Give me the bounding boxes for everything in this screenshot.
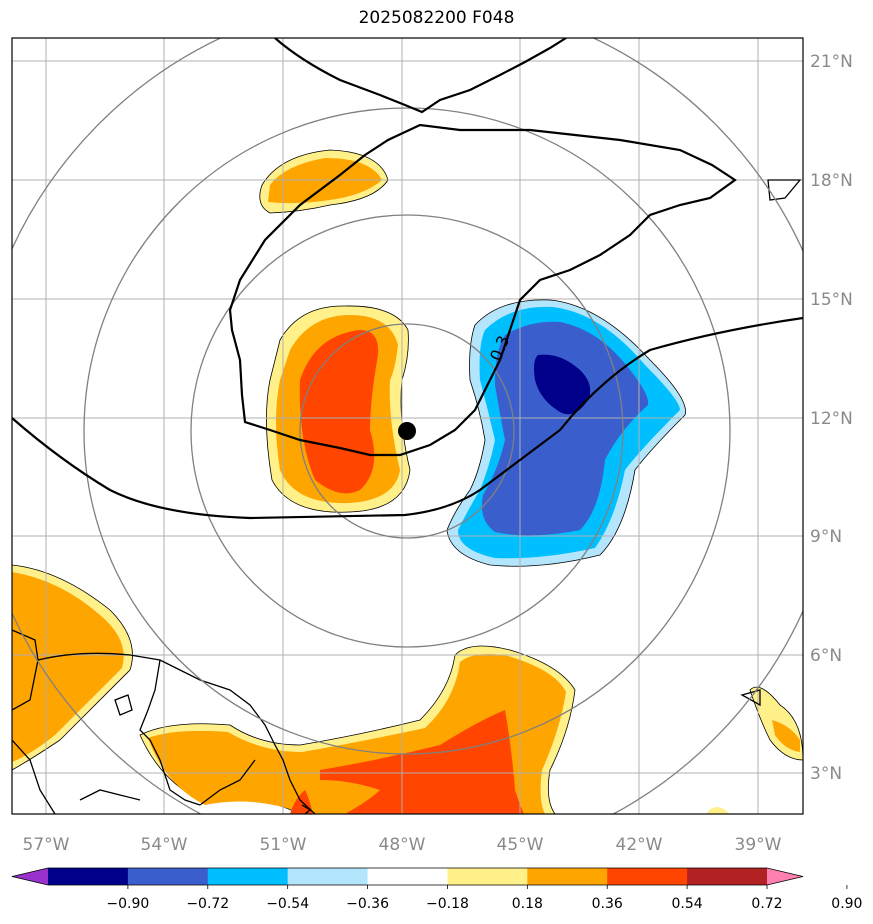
colorbar-tick-label: 0.72	[751, 896, 782, 912]
colorbar-segment	[367, 868, 448, 885]
lat-label: 6°N	[810, 646, 842, 666]
colorbar-segment	[607, 868, 688, 885]
map-title: 2025082200 F048	[358, 8, 515, 28]
lat-label: 3°N	[810, 764, 842, 784]
lon-label: 48°W	[379, 835, 426, 855]
lon-label: 54°W	[141, 835, 188, 855]
lon-label: 45°W	[497, 835, 544, 855]
range-rings	[12, 38, 803, 814]
colorbar-tick-label: −0.72	[186, 896, 229, 912]
colorbar-segment	[207, 868, 289, 885]
lat-label: 9°N	[810, 527, 842, 547]
colorbar-tick-label: 0.54	[672, 896, 703, 912]
colorbar-tick-label: 0.36	[592, 896, 623, 912]
colorbar-outline	[11, 867, 804, 886]
colorbar-segment	[287, 868, 369, 885]
lat-label: 12°N	[810, 409, 853, 429]
lat-label: 15°N	[810, 290, 853, 310]
colorbar-extend-min	[12, 868, 48, 885]
lat-label: 21°N	[810, 52, 853, 72]
lon-label: 57°W	[23, 835, 70, 855]
lat-label: 18°N	[810, 171, 853, 191]
coastlines	[12, 179, 802, 814]
black-contours	[12, 38, 803, 520]
map-frame	[11, 37, 804, 815]
positive-anomaly-north	[259, 149, 389, 214]
colorbar-tick-label: 0.18	[512, 896, 543, 912]
lon-labels: 57°W 54°W 51°W 48°W 45°W 42°W 39°W	[23, 835, 782, 855]
colorbar-tick-label: −0.18	[426, 896, 469, 912]
storm-center-marker	[398, 422, 416, 440]
lon-label: 51°W	[260, 835, 307, 855]
graticule	[12, 38, 803, 814]
positive-anomaly-west	[266, 305, 411, 513]
colorbar-tick-label: −0.36	[346, 896, 389, 912]
lon-label: 39°W	[735, 835, 782, 855]
colorbar-tick-label: −0.90	[106, 896, 149, 912]
colorbar-segment	[127, 868, 209, 885]
lat-labels: 21°N 18°N 15°N 12°N 9°N 6°N 3°N	[810, 52, 853, 784]
colorbar-tick-label: −0.54	[266, 896, 309, 912]
colorbar-segment	[447, 868, 528, 885]
colorbar-segment	[48, 868, 129, 885]
colorbar-extend-max	[767, 868, 803, 885]
colorbar-tick-label: 0.90	[831, 896, 862, 912]
positive-anomaly-south	[12, 564, 803, 814]
lon-label: 42°W	[616, 835, 663, 855]
map-area: 0.3	[12, 38, 803, 814]
colorbar: −0.90 −0.72 −0.54 −0.36 −0.18 0.18 0.36 0.54 0.7…	[11, 867, 862, 912]
colorbar-segment	[527, 868, 608, 885]
colorbar-segment	[687, 868, 768, 885]
